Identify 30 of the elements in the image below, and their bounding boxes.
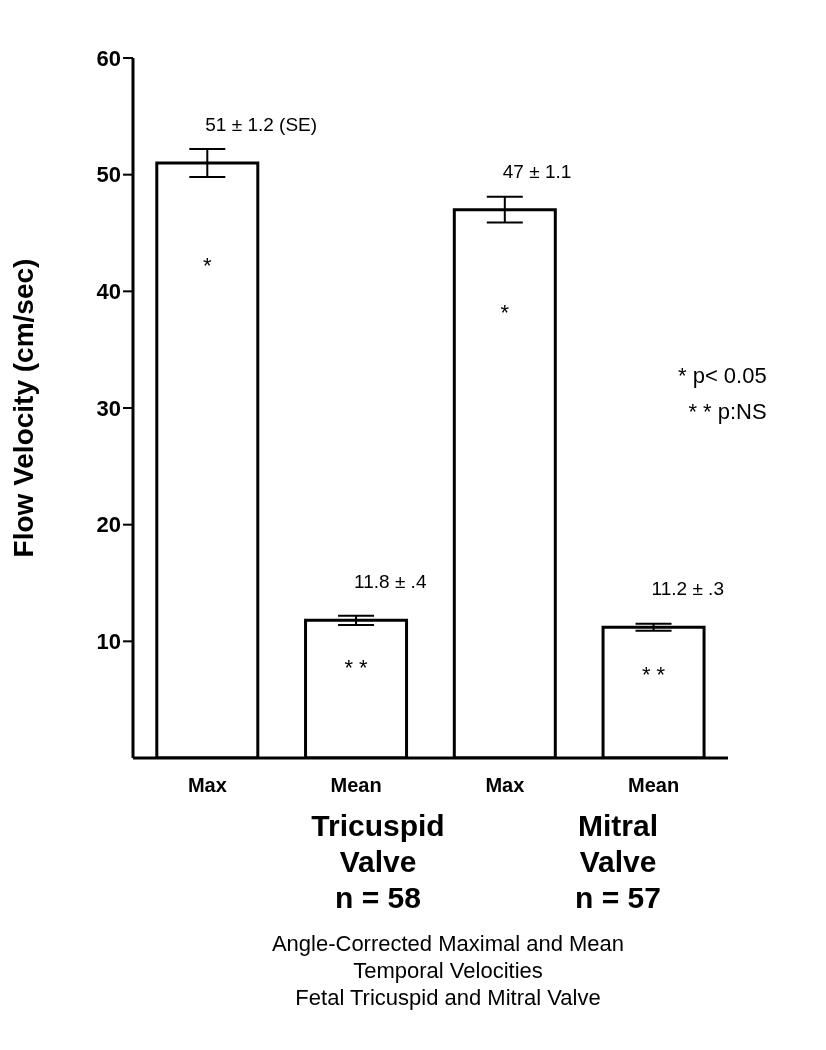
annotation: * p< 0.05 <box>678 362 767 390</box>
annotation: * * <box>344 655 369 681</box>
data-label: 51 ± 1.2 (SE) <box>205 114 318 135</box>
text: Angle-Corrected Maximal and Mean <box>270 930 626 957</box>
y-tick-label: 40 <box>96 279 121 305</box>
text: Valve <box>338 844 418 880</box>
annotation: * * <box>641 662 666 688</box>
data-label: 11.2 ± .3 <box>651 578 724 600</box>
annotation: * <box>500 299 510 325</box>
x-tick-label: Max <box>485 774 525 797</box>
y-tick-label: 20 <box>96 512 121 538</box>
y-tick-label: 50 <box>96 162 121 188</box>
text: Temporal Velocities <box>352 957 544 984</box>
text: Fetal Tricuspid and Mitral Valve <box>294 984 602 1011</box>
data-label: 11.8 ± .4 <box>354 571 427 593</box>
x-tick-label: Max <box>187 774 227 797</box>
y-tick-label: 30 <box>96 395 121 421</box>
y-axis-title: Flow Velocity (cm/sec) <box>7 258 39 558</box>
data-label: 47 ± 1.1 <box>502 160 572 182</box>
text: n = 58 <box>334 880 422 916</box>
x-tick-label: Mean <box>628 774 680 797</box>
text: Mitral <box>577 808 659 844</box>
text: Valve <box>578 844 658 880</box>
text: Tricuspid <box>310 808 446 844</box>
annotation: * <box>203 253 213 278</box>
text: n = 57 <box>574 880 662 916</box>
y-tick-label: 10 <box>96 629 121 655</box>
y-tick-label: 60 <box>96 45 121 71</box>
x-tick-label: Mean <box>330 774 382 797</box>
annotation: * * p:NS <box>687 398 767 426</box>
